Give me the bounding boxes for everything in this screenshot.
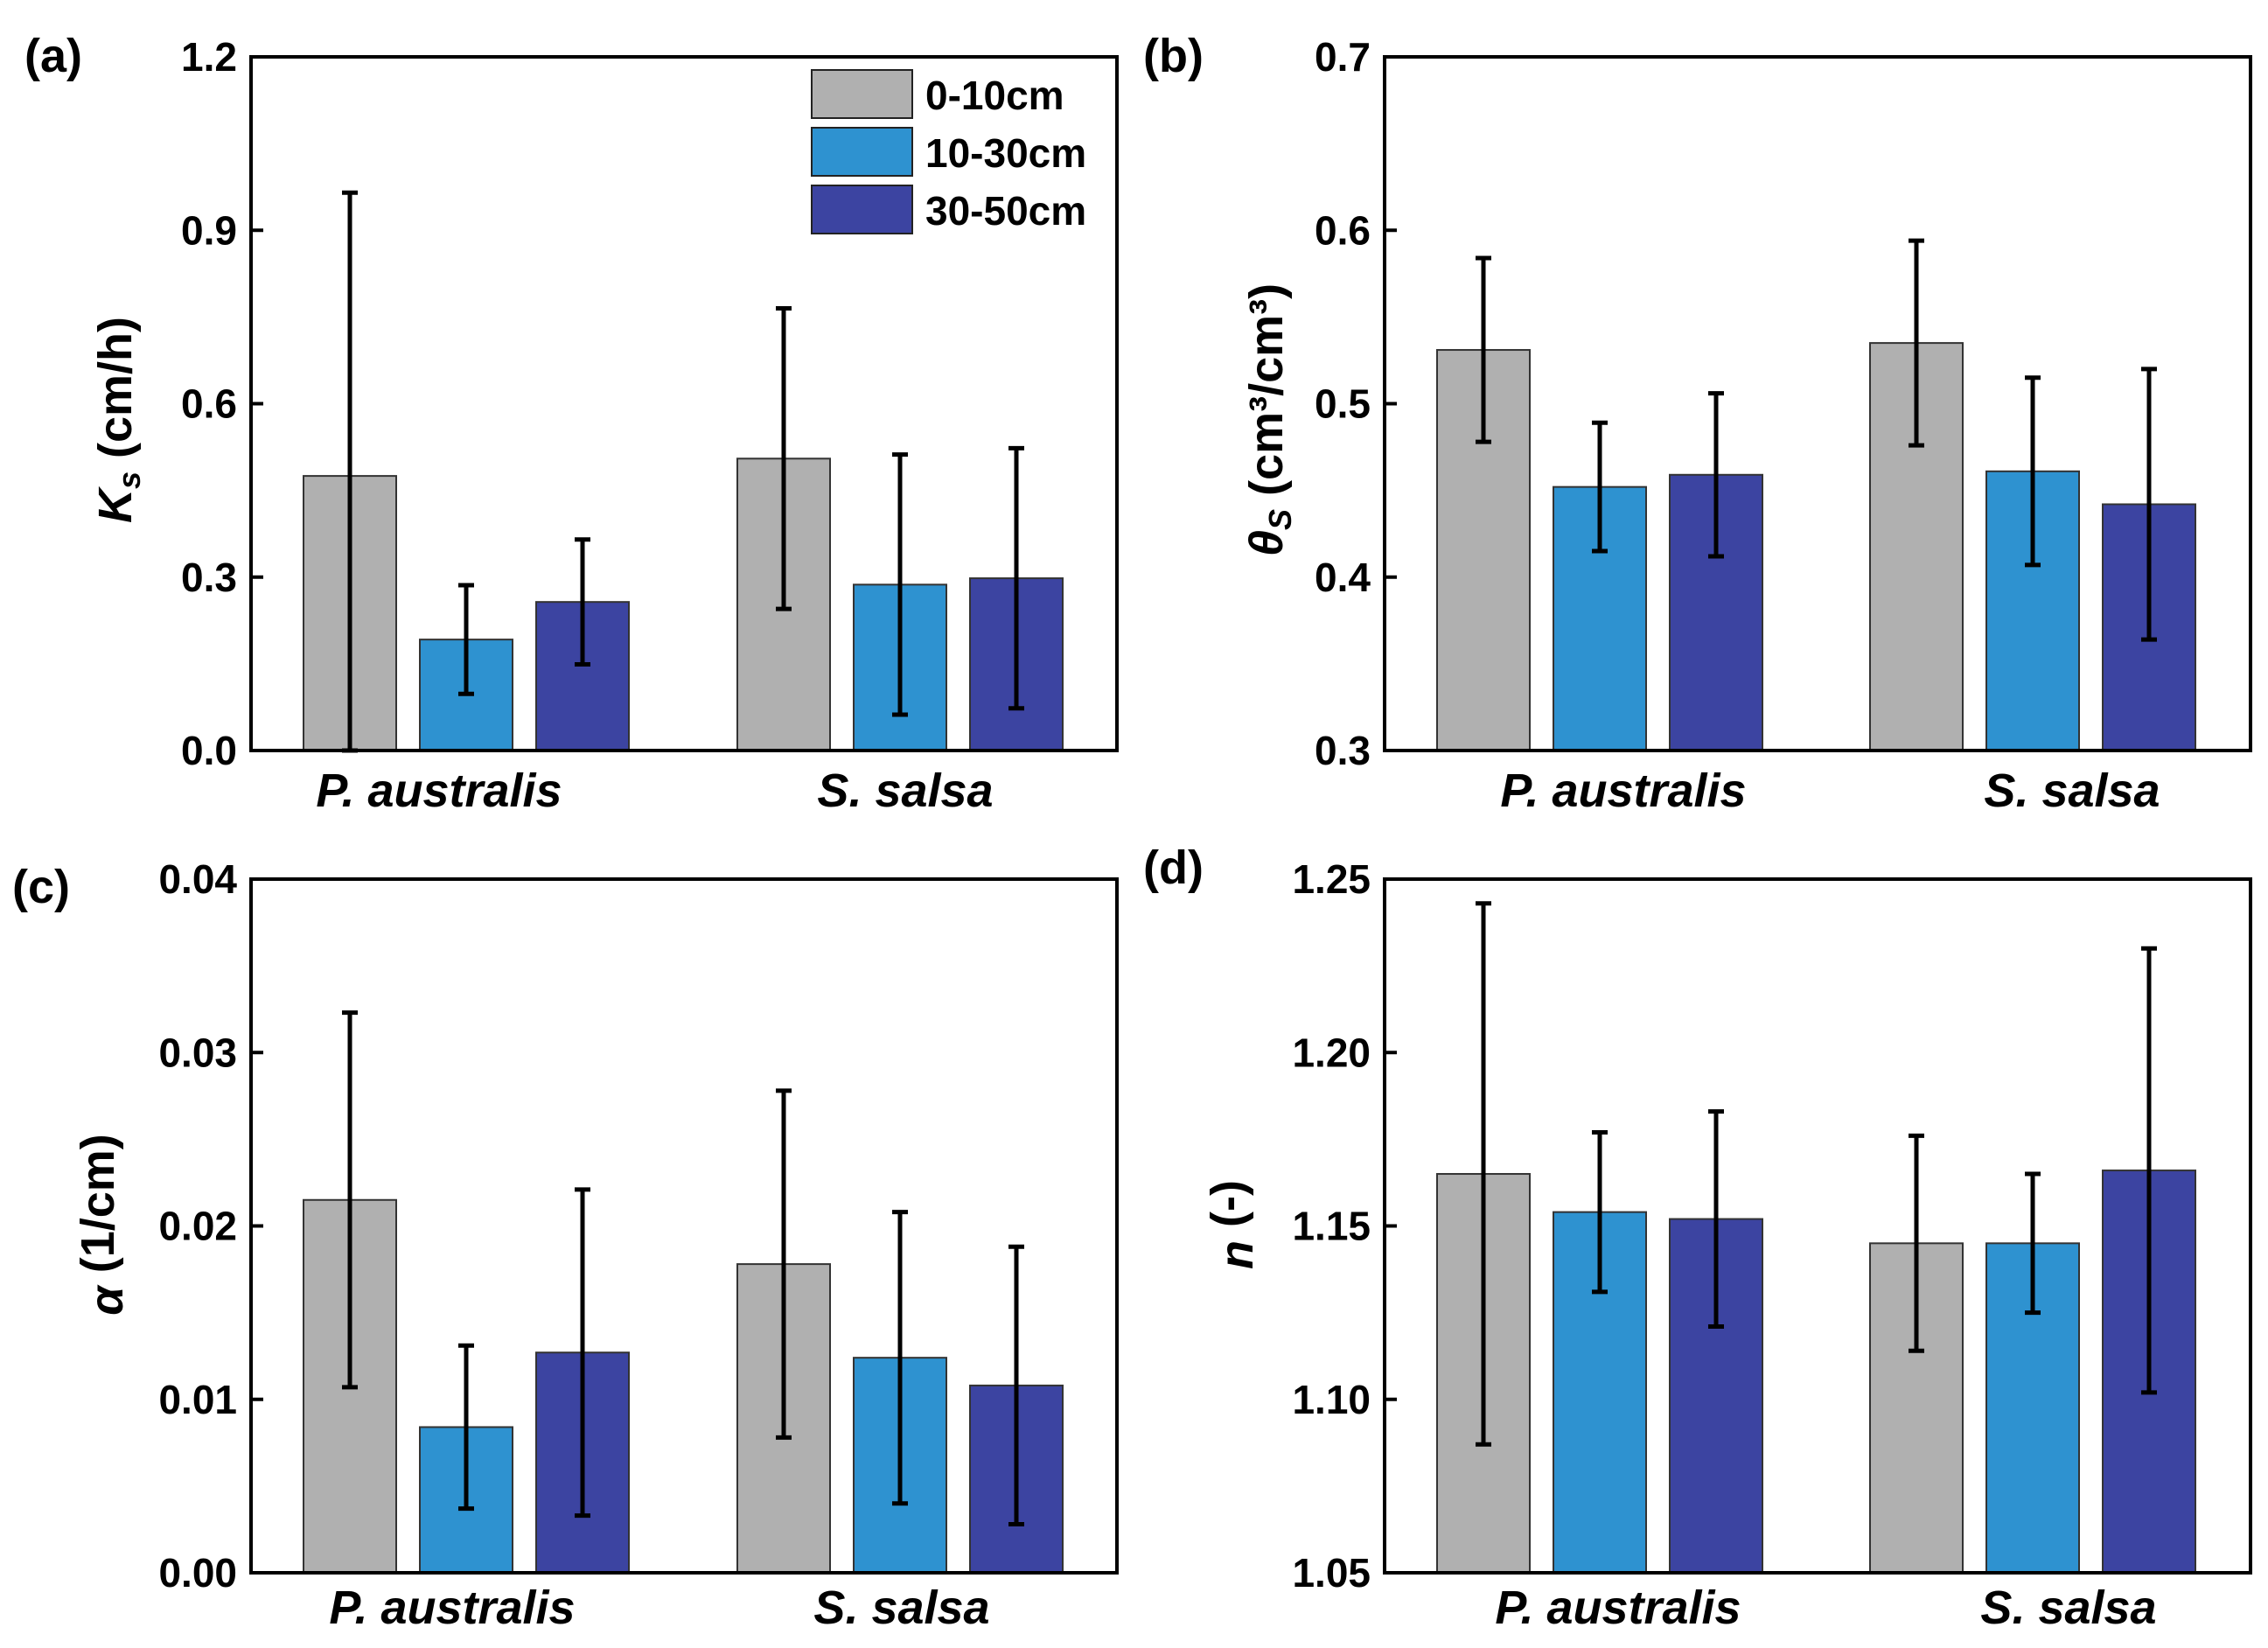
panel-a-ylabel: Ks (cm/h) — [89, 317, 147, 523]
legend-swatch-0-10cm — [811, 69, 913, 119]
panel-a-ytick-label: 0.3 — [181, 555, 237, 600]
panel-a-ytick-label: 0.0 — [181, 728, 237, 773]
panel-d-axes-frame — [1383, 877, 2252, 1575]
panel-b-axes-frame — [1383, 55, 2252, 752]
legend: 0-10cm 10-30cm 30-50cm — [811, 69, 1086, 234]
panel-d: (d) n (-) P. australis S. salsa 1.05 1.10… — [1143, 841, 2252, 1634]
panel-b-ylabel: θS (cm³/cm³) — [1240, 283, 1298, 556]
panel-b-label: (b) — [1143, 30, 1204, 82]
legend-label-10-30cm: 10-30cm — [925, 130, 1086, 176]
legend-label-0-10cm: 0-10cm — [925, 73, 1064, 118]
panel-c-ylabel: α (1/cm) — [72, 1134, 133, 1316]
panel-c-category-label: P. australis — [329, 1582, 575, 1634]
legend-swatch-10-30cm — [811, 127, 913, 177]
panel-d-label: (d) — [1143, 841, 1204, 894]
panel-c: (c) α (1/cm) P. australis S. salsa 0.00 0… — [12, 856, 1119, 1634]
panel-b-ytick-label: 0.7 — [1315, 34, 1371, 80]
panel-a-ytick-label: 0.9 — [181, 207, 237, 253]
panel-a-category-label: S. salsa — [817, 765, 993, 817]
panel-a-ytick-label: 1.2 — [181, 34, 237, 80]
panel-c-ytick-label: 0.03 — [158, 1030, 237, 1075]
panel-b-ytick-label: 0.6 — [1315, 207, 1371, 253]
panel-b-ytick-label: 0.5 — [1315, 381, 1371, 427]
panel-d-ytick-label: 1.25 — [1292, 856, 1371, 902]
panel-c-ytick-label: 0.00 — [158, 1550, 237, 1596]
panel-a-label: (a) — [24, 30, 82, 82]
panel-b-ytick-label: 0.4 — [1315, 555, 1371, 600]
panel-b-category-label: P. australis — [1500, 765, 1746, 817]
panel-d-ytick-label: 1.05 — [1292, 1550, 1371, 1596]
panel-b-ytick-label: 0.3 — [1315, 728, 1371, 773]
panel-c-axes-frame — [249, 877, 1119, 1575]
panel-c-category-label: S. salsa — [813, 1582, 989, 1634]
panel-d-category-label: S. salsa — [1980, 1582, 2156, 1634]
panel-d-ytick-label: 1.10 — [1292, 1377, 1371, 1422]
panel-d-ytick-label: 1.20 — [1292, 1030, 1371, 1075]
panel-c-ytick-label: 0.04 — [158, 856, 237, 902]
panel-a-ytick-label: 0.6 — [181, 381, 237, 427]
panel-a-axes-frame — [249, 55, 1119, 752]
panel-c-label: (c) — [12, 861, 70, 913]
panel-a: (a) Ks (cm/h) P. australis S. salsa 0-10… — [24, 30, 1119, 817]
panel-d-ytick-label: 1.15 — [1292, 1204, 1371, 1249]
panel-c-ytick-label: 0.02 — [158, 1204, 237, 1249]
panel-c-ytick-label: 0.01 — [158, 1377, 237, 1422]
legend-swatch-30-50cm — [811, 185, 913, 234]
legend-label-30-50cm: 30-50cm — [925, 188, 1086, 234]
panel-d-category-label: P. australis — [1495, 1582, 1741, 1634]
panel-d-ylabel: n (-) — [1202, 1180, 1263, 1269]
panel-b: (b) θS (cm³/cm³) P. australis S. salsa 0… — [1143, 30, 2252, 817]
panel-b-category-label: S. salsa — [1984, 765, 2160, 817]
panel-a-category-label: P. australis — [316, 765, 562, 817]
